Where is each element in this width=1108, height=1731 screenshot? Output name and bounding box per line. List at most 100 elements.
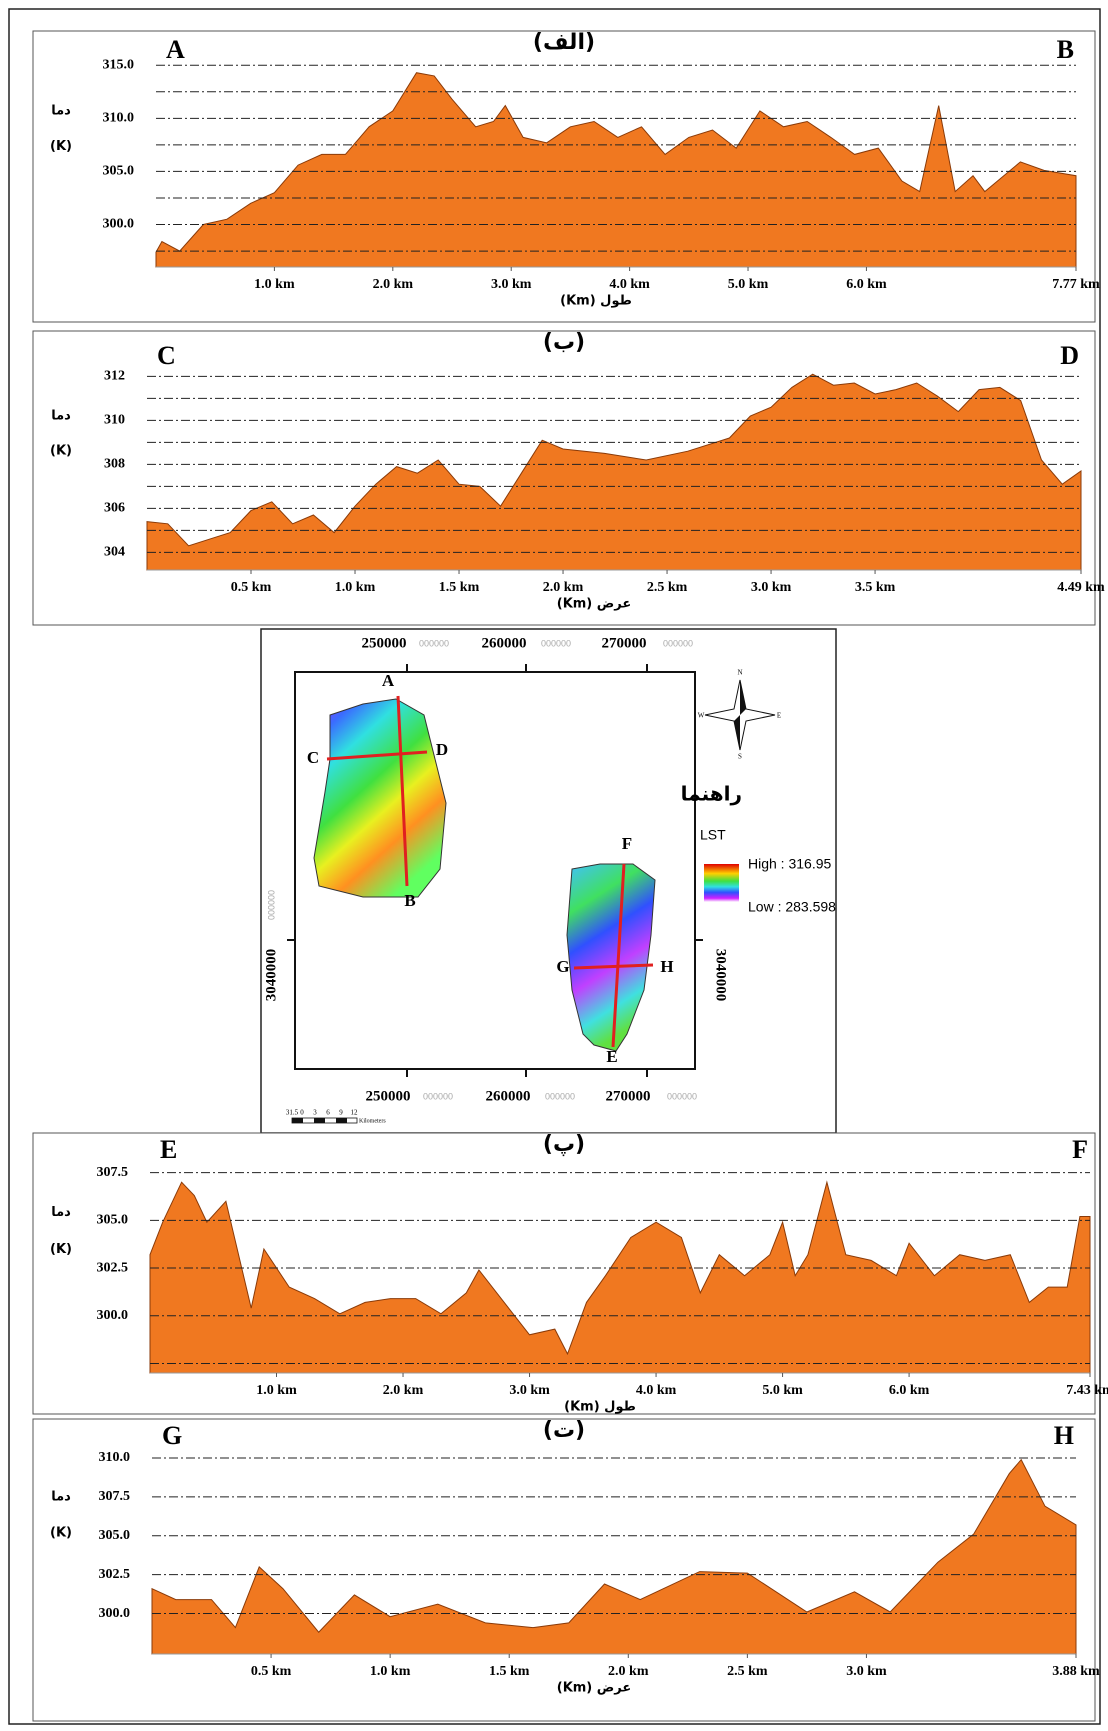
y-axis-label: (K) xyxy=(50,139,72,154)
profile-end-label: D xyxy=(1060,341,1079,370)
y-axis-label: (K) xyxy=(50,1242,72,1257)
map-x-tick: 250000 xyxy=(366,1088,411,1104)
y-tick-label: 310.0 xyxy=(99,1450,131,1465)
x-tick-label: 7.43 km xyxy=(1066,1383,1108,1398)
map-tick-suffix: 000000 xyxy=(667,1091,697,1101)
chart-title: (ب) xyxy=(543,330,585,355)
y-tick-label: 307.5 xyxy=(99,1489,131,1504)
x-tick-label: 2.5 km xyxy=(647,580,688,595)
y-tick-label: 300.0 xyxy=(99,1606,131,1621)
map-x-tick: 270000 xyxy=(606,1088,651,1104)
profile-start-label: A xyxy=(166,35,185,64)
x-tick-label: 5.0 km xyxy=(762,1383,803,1398)
legend-colorbar xyxy=(704,864,739,902)
x-tick-label: 2.0 km xyxy=(608,1664,649,1679)
profile-end-label: B xyxy=(1057,35,1074,64)
x-tick-label: 3.5 km xyxy=(855,580,896,595)
x-tick-label: 3.88 km xyxy=(1052,1664,1100,1679)
y-tick-label: 315.0 xyxy=(103,57,135,72)
compass-label: E xyxy=(777,712,781,720)
scale-label: 9 xyxy=(339,1109,343,1117)
y-tick-label: 310.0 xyxy=(103,111,135,126)
profile-end-label: F xyxy=(1072,1135,1088,1164)
x-tick-label: 3.0 km xyxy=(846,1664,887,1679)
x-tick-label: 6.0 km xyxy=(889,1383,930,1398)
legend-layer: LST xyxy=(700,827,726,843)
profile-point: E xyxy=(606,1047,617,1066)
legend-low: Low : 283.598 xyxy=(748,899,836,915)
x-tick-label: 2.5 km xyxy=(727,1664,768,1679)
x-tick-label: 2.0 km xyxy=(373,277,414,292)
compass-label: N xyxy=(737,669,742,677)
profile-point: C xyxy=(307,748,319,767)
scale-label: 12 xyxy=(351,1109,359,1117)
x-tick-label: 3.0 km xyxy=(509,1383,550,1398)
legend-title: راهنما xyxy=(681,782,742,806)
x-tick-label: 4.0 km xyxy=(609,277,650,292)
y-axis-label: دما xyxy=(51,1205,71,1220)
y-tick-label: 306 xyxy=(104,501,125,516)
x-axis-label: (Km) طول xyxy=(564,1400,636,1415)
profile-point: A xyxy=(382,671,395,690)
map-tick-suffix: 000000 xyxy=(663,638,693,648)
map-tick-suffix: 000000 xyxy=(419,638,449,648)
profile-start-label: E xyxy=(160,1135,177,1164)
y-tick-label: 300.0 xyxy=(97,1308,129,1323)
y-axis-label: دما xyxy=(51,1490,71,1505)
study-area-1 xyxy=(314,699,446,897)
y-tick-label: 308 xyxy=(104,457,125,472)
x-tick-label: 1.5 km xyxy=(439,580,480,595)
y-tick-label: 307.5 xyxy=(97,1165,129,1180)
x-tick-label: 4.49 km xyxy=(1057,580,1105,595)
y-tick-label: 300.0 xyxy=(103,217,135,232)
chart-title: (الف) xyxy=(533,30,595,55)
scale-unit: Kilometers xyxy=(359,1118,386,1124)
scale-label: 0 xyxy=(300,1109,304,1117)
figure: 250000 000000 260000 000000 270000 00000… xyxy=(0,0,1108,1726)
map-tick-suffix: 000000 xyxy=(423,1091,453,1101)
map-x-tick: 260000 xyxy=(482,635,527,651)
y-tick-label: 302.5 xyxy=(97,1260,129,1275)
compass-label: W xyxy=(698,712,705,720)
chart-title: (پ) xyxy=(543,1132,585,1157)
map-tick-suffix: 000000 xyxy=(541,638,571,648)
scale-bar-seg xyxy=(292,1118,303,1123)
scale-label: 6 xyxy=(326,1109,330,1117)
scale-bar-seg xyxy=(314,1118,325,1123)
y-axis-label: دما xyxy=(51,409,71,424)
x-tick-label: 2.0 km xyxy=(543,580,584,595)
x-tick-label: 3.0 km xyxy=(491,277,532,292)
y-tick-label: 302.5 xyxy=(99,1567,131,1582)
profile-point: H xyxy=(660,957,673,976)
scale-label: 3 xyxy=(313,1109,317,1117)
map-x-tick: 250000 xyxy=(362,635,407,651)
y-axis-label: دما xyxy=(51,103,71,118)
profile-point: D xyxy=(436,740,448,759)
x-tick-label: 3.0 km xyxy=(751,580,792,595)
x-tick-label: 4.0 km xyxy=(636,1383,677,1398)
y-tick-label: 310 xyxy=(104,413,125,428)
profile-point: F xyxy=(622,834,632,853)
x-tick-label: 7.77 km xyxy=(1052,277,1100,292)
x-tick-label: 1.5 km xyxy=(489,1664,530,1679)
y-axis-label: (K) xyxy=(50,1526,72,1541)
profile-point: G xyxy=(556,957,569,976)
y-tick-label: 305.0 xyxy=(97,1213,129,1228)
x-tick-label: 1.0 km xyxy=(335,580,376,595)
x-axis-label: (Km) عرض xyxy=(557,1681,632,1696)
x-tick-label: 1.0 km xyxy=(256,1383,297,1398)
compass-label: S xyxy=(738,753,742,761)
x-tick-label: 1.0 km xyxy=(370,1664,411,1679)
x-tick-label: 0.5 km xyxy=(251,1664,292,1679)
x-axis-label: (Km) طول xyxy=(560,294,632,309)
y-tick-label: 305.0 xyxy=(99,1528,131,1543)
map-tick-suffix: 000000 xyxy=(266,890,276,920)
map-y-tick: 3040000 xyxy=(713,949,729,1002)
map-x-tick: 260000 xyxy=(486,1088,531,1104)
map: 250000 000000 260000 000000 270000 00000… xyxy=(261,629,836,1133)
profile-point: B xyxy=(404,891,415,910)
map-x-tick: 270000 xyxy=(602,635,647,651)
